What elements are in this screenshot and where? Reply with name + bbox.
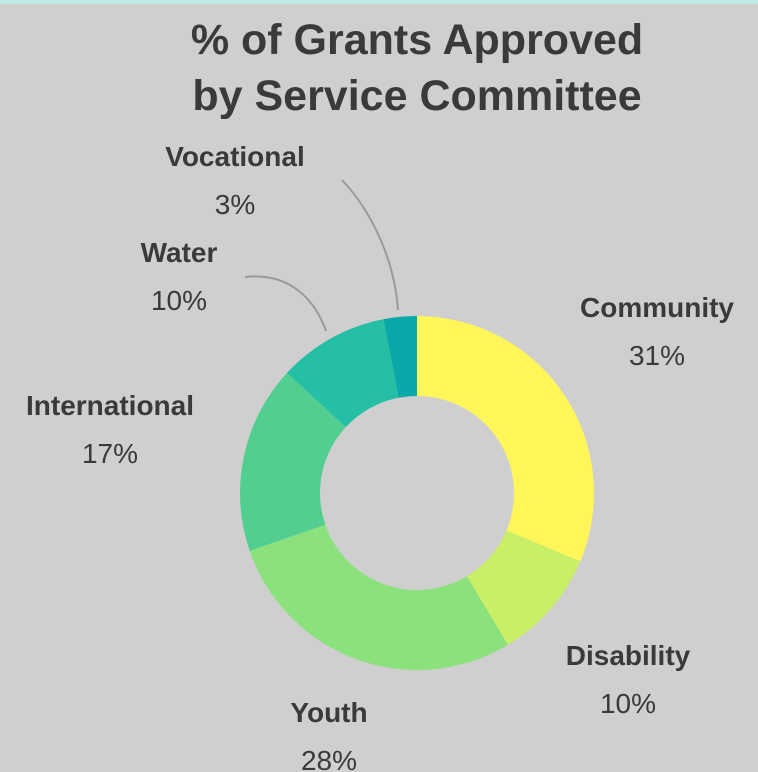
label-vocational-name: Vocational: [165, 141, 305, 172]
chart-title: % of Grants Approved by Service Committe…: [0, 12, 758, 124]
chart-title-line-1: % of Grants Approved: [190, 16, 644, 64]
top-accent-strip: [0, 0, 758, 4]
chart-title-line-2: by Service Committee: [192, 72, 642, 120]
label-youth-value: 28%: [301, 745, 357, 772]
slice-disability: [466, 530, 581, 645]
label-international-value: 17%: [82, 438, 138, 469]
slice-vocational: [383, 316, 417, 398]
label-youth-name: Youth: [290, 697, 367, 728]
slice-labels: Community 31% Disability 10% Youth 28% Interna…: [26, 141, 734, 772]
leader-line-vocational: [341, 179, 399, 311]
donut-slices: [239, 316, 594, 670]
label-disability-name: Disability: [566, 640, 691, 671]
label-disability-value: 10%: [600, 688, 656, 719]
label-community-value: 31%: [629, 340, 685, 371]
leader-line-water: [244, 275, 327, 332]
label-community-name: Community: [580, 292, 734, 323]
leader-lines: [244, 179, 399, 332]
slice-community: [417, 316, 594, 562]
label-vocational-value: 3%: [215, 189, 255, 220]
slice-international: [239, 372, 346, 551]
label-water-name: Water: [141, 237, 218, 268]
label-international-name: International: [26, 390, 194, 421]
slice-water: [286, 319, 399, 428]
label-water-value: 10%: [151, 285, 207, 316]
slice-youth: [249, 524, 508, 670]
